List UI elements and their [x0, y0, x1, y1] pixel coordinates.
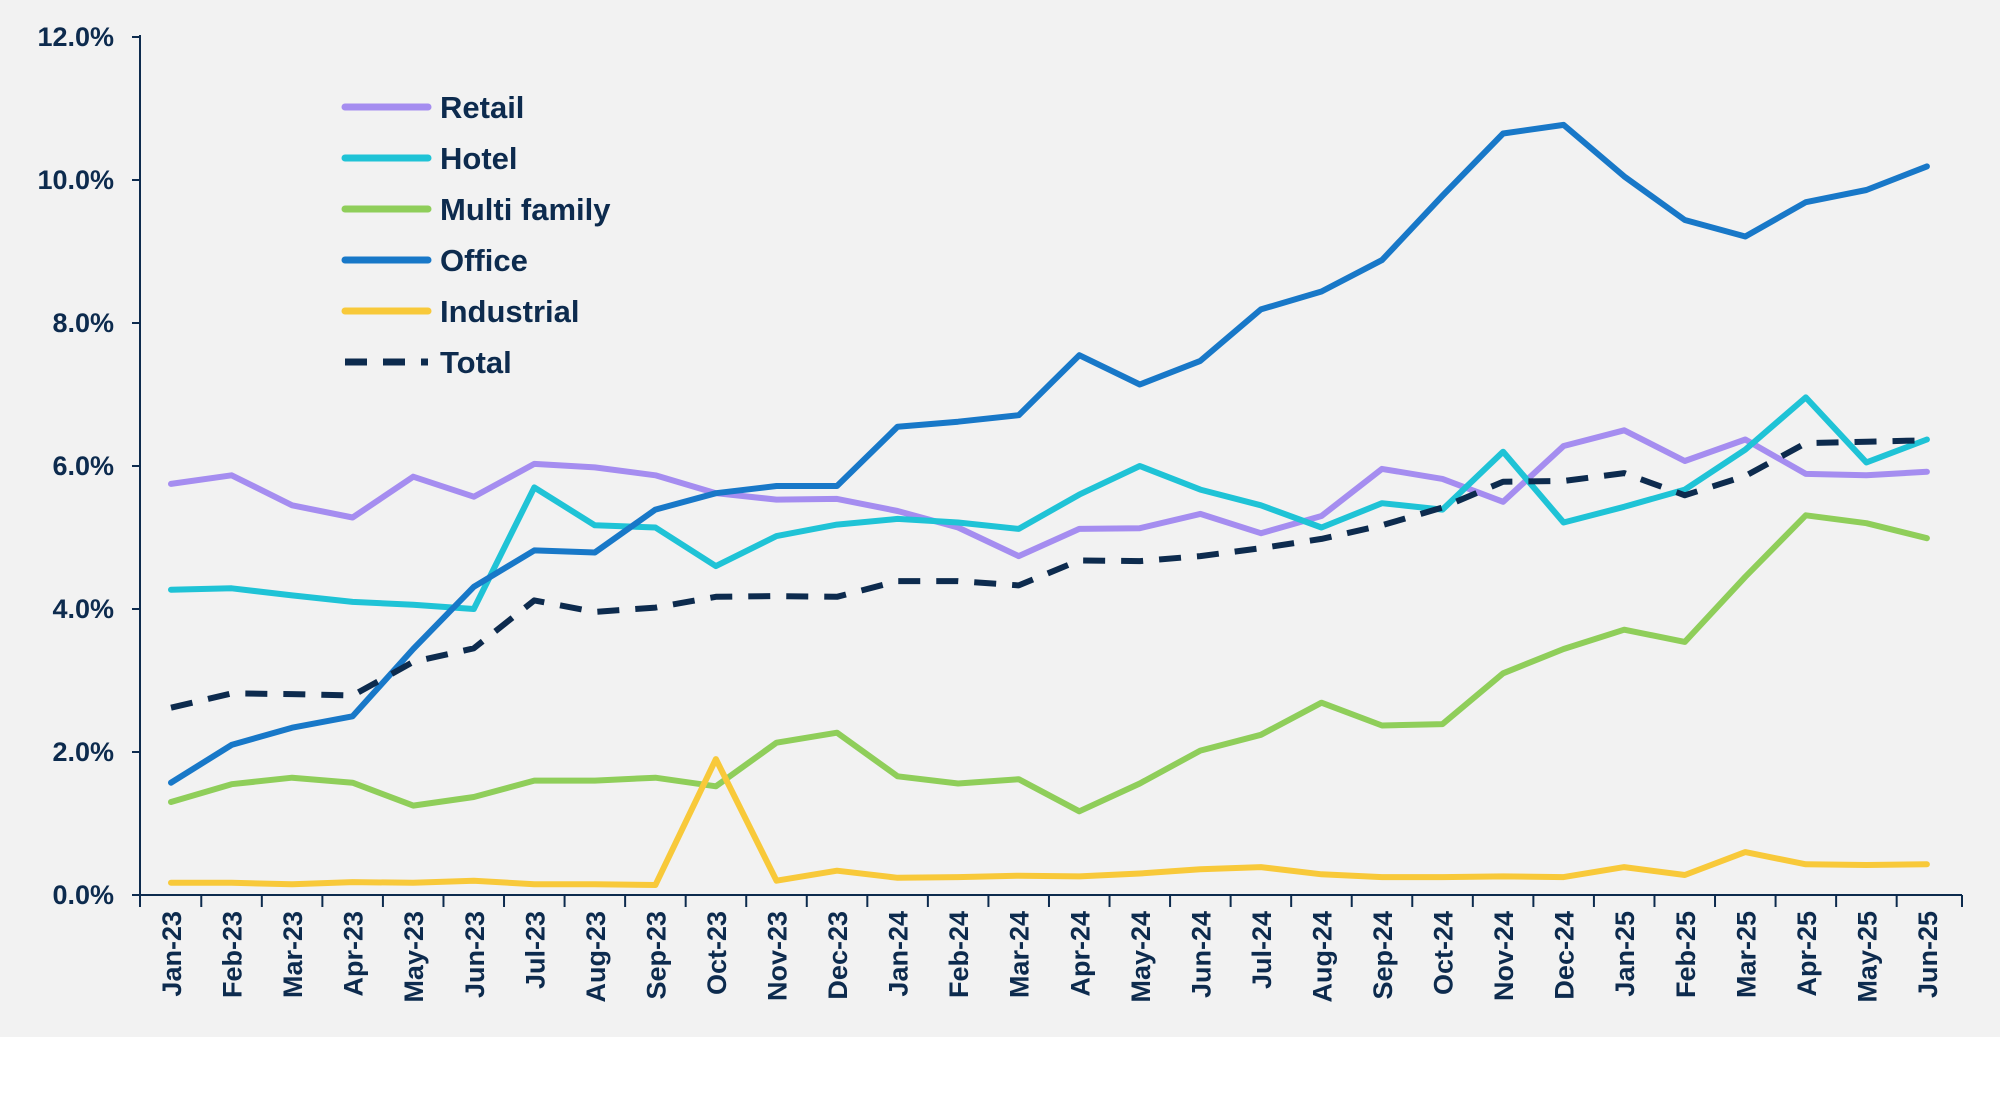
x-tick-label: Nov-23 [763, 911, 793, 1001]
legend: Retail Hotel Multi family Office Industrial T… [341, 90, 611, 380]
x-tick-label: Oct-23 [702, 911, 732, 995]
y-tick-label: 2.0% [52, 737, 114, 767]
axes: 0.0% 2.0% 4.0% 6.0% 8.0% 10.0% 12.0% Jan-23 Feb-… [37, 22, 1963, 1003]
x-tick-label: Feb-24 [944, 911, 974, 998]
x-tick-label: Aug-23 [581, 911, 611, 1003]
x-tick-label: May-24 [1126, 911, 1156, 1003]
chart-panel: 0.0% 2.0% 4.0% 6.0% 8.0% 10.0% 12.0% Jan-23 Feb-… [0, 0, 2000, 1037]
x-tick-label: Jun-25 [1913, 911, 1943, 998]
legend-label-office: Office [440, 243, 528, 278]
legend-label-industrial: Industrial [440, 294, 580, 329]
x-tick-label: Dec-23 [823, 911, 853, 1000]
x-tick-label: Apr-24 [1065, 911, 1095, 997]
x-tick-label: Mar-24 [1005, 911, 1035, 998]
x-tick-label: Apr-25 [1792, 911, 1822, 997]
x-tick-label: Sep-24 [1368, 911, 1398, 1000]
x-tick-label: May-25 [1852, 911, 1882, 1003]
x-tick-label: Jul-23 [520, 911, 550, 989]
series-line-multi-family [168, 512, 1930, 815]
x-tick-label: Sep-23 [641, 911, 671, 1000]
y-tick-label: 8.0% [52, 308, 114, 338]
x-tick-label: Dec-24 [1550, 911, 1580, 1000]
legend-label-retail: Retail [440, 90, 524, 125]
series-line-hotel [168, 394, 1930, 612]
x-tick-label: Jun-23 [460, 911, 490, 998]
x-tick-label: Jun-24 [1186, 911, 1216, 998]
x-tick-label: Jan-23 [157, 911, 187, 997]
x-tick-label: Apr-23 [339, 911, 369, 997]
legend-label-total: Total [440, 345, 512, 380]
x-tick-label: Aug-24 [1307, 911, 1337, 1003]
y-tick-label: 4.0% [52, 594, 114, 624]
x-tick-label: May-23 [399, 911, 429, 1003]
x-tick-label: Jan-24 [884, 911, 914, 997]
legend-label-multi-family: Multi family [440, 192, 611, 227]
series-line-total [170, 437, 1927, 711]
y-tick-label: 12.0% [37, 22, 114, 52]
y-tick-label: 10.0% [37, 165, 114, 195]
x-tick-label: Mar-23 [278, 911, 308, 998]
y-tick-label: 0.0% [52, 880, 114, 910]
x-tick-label: Jul-24 [1247, 911, 1277, 989]
series-lines [168, 121, 1930, 888]
x-tick-label: Feb-25 [1671, 911, 1701, 998]
series-line-industrial [168, 756, 1930, 888]
series-line-retail [168, 427, 1930, 560]
x-tick-label: Nov-24 [1489, 911, 1519, 1001]
x-tick-label: Jan-25 [1610, 911, 1640, 997]
line-chart: 0.0% 2.0% 4.0% 6.0% 8.0% 10.0% 12.0% Jan-23 Feb-… [37, 22, 1963, 1003]
x-tick-label: Oct-24 [1429, 911, 1459, 995]
x-tick-label: Feb-23 [218, 911, 248, 998]
x-tick-label: Mar-25 [1731, 911, 1761, 998]
legend-label-hotel: Hotel [440, 141, 518, 176]
series-line-office [168, 121, 1930, 786]
y-tick-label: 6.0% [52, 451, 114, 481]
